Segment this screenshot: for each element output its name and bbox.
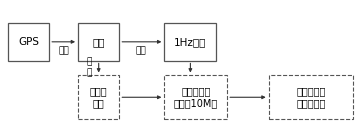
FancyBboxPatch shape (8, 23, 49, 60)
Text: GPS: GPS (18, 37, 39, 47)
FancyBboxPatch shape (78, 23, 119, 60)
Text: 1Hz信号: 1Hz信号 (174, 37, 206, 47)
Text: 产生: 产生 (136, 46, 146, 55)
Text: 第一定
时器: 第一定 时器 (90, 86, 108, 108)
Text: 捕
获: 捕 获 (86, 58, 91, 77)
Text: 第四定时器
（晶振10M）: 第四定时器 （晶振10M） (174, 86, 218, 108)
FancyBboxPatch shape (164, 23, 217, 60)
Text: 引服: 引服 (58, 46, 69, 55)
Text: 錸钒: 錸钒 (92, 37, 105, 47)
FancyBboxPatch shape (78, 75, 119, 119)
FancyBboxPatch shape (164, 75, 227, 119)
FancyBboxPatch shape (269, 75, 353, 119)
Text: 计数值计算
频率准确度: 计数值计算 频率准确度 (296, 86, 326, 108)
